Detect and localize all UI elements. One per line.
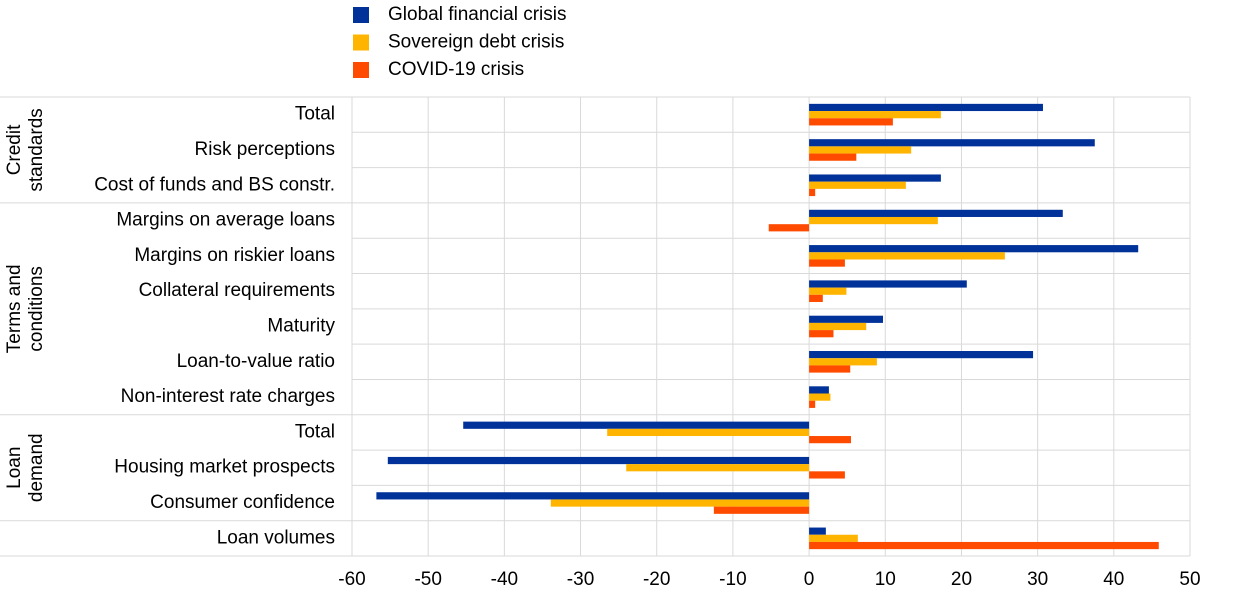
group-label: Terms and (4, 264, 25, 353)
category-label: Non-interest rate charges (121, 386, 335, 407)
category-label: Collateral requirements (139, 280, 335, 301)
bar (387, 456, 810, 465)
bar (809, 280, 967, 288)
bar (809, 139, 1095, 147)
bar (607, 428, 810, 437)
bar (713, 506, 810, 514)
category-label: Maturity (267, 316, 335, 337)
bar (809, 174, 941, 182)
legend-swatch (353, 7, 369, 23)
category-label: Total (295, 104, 335, 125)
category-label: Risk perceptions (195, 139, 335, 160)
x-tick-label: 20 (951, 569, 972, 590)
category-label: Cost of funds and BS constr. (94, 174, 335, 195)
bar (809, 103, 1043, 112)
x-tick-label: 10 (875, 569, 896, 590)
bar (809, 181, 906, 189)
bar (809, 365, 851, 373)
bar (809, 252, 1005, 260)
x-tick-label: -60 (338, 569, 365, 590)
bar (809, 471, 845, 479)
bar (463, 421, 810, 429)
x-tick-label: 40 (1103, 569, 1124, 590)
x-tick-label: 50 (1179, 569, 1200, 590)
bar (809, 111, 941, 119)
x-tick-label: -10 (719, 569, 746, 590)
bar (809, 527, 826, 535)
legend-label: Global financial crisis (388, 4, 566, 25)
bar (809, 188, 816, 197)
bar (809, 541, 1159, 550)
x-tick-label: 30 (1027, 569, 1048, 590)
x-tick-label: -20 (643, 569, 670, 590)
legend-swatch (353, 34, 369, 51)
bar (809, 153, 857, 161)
legend-label: Sovereign debt crisis (388, 32, 564, 53)
bar (809, 330, 834, 338)
x-tick-label: -30 (567, 569, 594, 590)
bar (809, 118, 893, 126)
bar (809, 315, 883, 323)
bar (809, 436, 851, 444)
category-label: Loan-to-value ratio (177, 351, 335, 372)
bar (768, 224, 810, 232)
category-label: Margins on average loans (116, 210, 335, 231)
bar (809, 386, 829, 394)
category-label: Margins on riskier loans (134, 245, 335, 266)
bar (809, 351, 1034, 359)
category-label: Consumer confidence (150, 492, 335, 513)
group-label: demand (26, 433, 47, 502)
bar (809, 400, 816, 408)
bar (809, 245, 1139, 253)
bar (809, 209, 1063, 217)
legend-label: COVID-19 crisis (388, 59, 524, 80)
bar (550, 499, 810, 507)
group-label: standards (26, 108, 47, 191)
bar (376, 492, 810, 500)
bar (809, 358, 877, 366)
x-tick-label: 0 (804, 569, 815, 590)
bar (809, 322, 867, 331)
category-label: Housing market prospects (114, 457, 335, 478)
x-tick-label: -50 (414, 569, 441, 590)
group-label: conditions (26, 266, 47, 352)
bar (809, 534, 858, 542)
category-label: Loan volumes (217, 527, 335, 548)
bar (809, 294, 823, 302)
bar (809, 216, 938, 225)
x-tick-label: -40 (491, 569, 518, 590)
bar (809, 393, 831, 401)
legend-swatch (353, 62, 369, 78)
bar (809, 287, 847, 295)
group-label: Credit (4, 124, 25, 175)
category-label: Total (295, 421, 335, 442)
bar (809, 259, 845, 267)
bar (626, 464, 810, 472)
group-label: Loan (4, 447, 25, 489)
bar (809, 146, 912, 154)
